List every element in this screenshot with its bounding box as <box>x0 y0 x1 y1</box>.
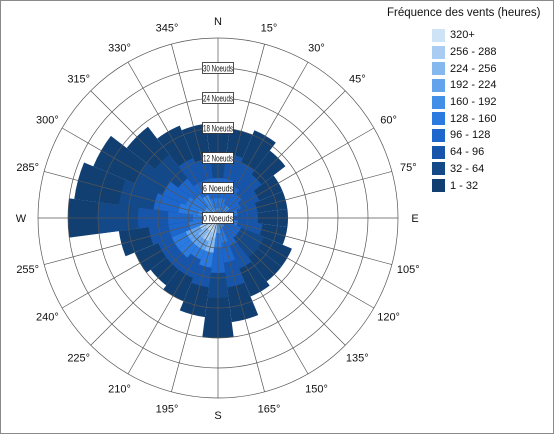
legend-label: 320+ <box>450 29 475 42</box>
direction-label: 195° <box>156 403 179 415</box>
legend-label: 1 - 32 <box>450 179 479 192</box>
legend-swatch <box>432 128 445 142</box>
direction-label: W <box>16 213 27 225</box>
legend-item: 192 - 224 <box>387 77 547 94</box>
grid-spoke <box>217 217 346 346</box>
legend-label: 224 - 256 <box>450 62 497 75</box>
direction-label: 300° <box>36 115 59 127</box>
radial-tick-box <box>202 62 234 74</box>
direction-label: 210° <box>108 384 131 396</box>
direction-label: 225° <box>67 352 90 364</box>
petals-layer <box>67 123 292 338</box>
direction-label: 105° <box>397 264 420 276</box>
direction-label: 240° <box>36 312 59 324</box>
direction-label: 75° <box>400 162 417 174</box>
legend-label: 96 - 128 <box>450 129 491 142</box>
direction-label: 120° <box>377 312 400 324</box>
direction-label: 60° <box>380 115 397 127</box>
legend: Fréquence des vents (heures) 320+ 256 - 2… <box>387 7 547 194</box>
labels-layer: N 15° 30° 45° 60° 75° E 105° 120° 135° 150° 165° S 19… <box>16 16 420 422</box>
radial-tick-label: 24 Noeuds <box>203 94 233 104</box>
radial-tick-label: 30 Noeuds <box>203 64 233 74</box>
direction-label: 150° <box>305 384 328 396</box>
legend-swatch <box>432 45 445 59</box>
legend-item: 224 - 256 <box>387 60 547 77</box>
legend-label: 160 - 192 <box>450 96 497 109</box>
direction-label: 285° <box>16 162 39 174</box>
legend-swatch <box>432 145 445 159</box>
legend-rows: 320+ 256 - 288 224 - 256 192 - 224 160 - 192… <box>387 27 547 194</box>
radial-tick-box <box>202 152 234 164</box>
legend-item: 64 - 96 <box>387 144 547 161</box>
grid-spoke <box>90 217 219 346</box>
direction-label: 315° <box>67 74 90 86</box>
legend-label: 192 - 224 <box>450 79 497 92</box>
legend-label: 256 - 288 <box>450 46 497 59</box>
direction-label: S <box>214 410 221 422</box>
radial-tick-box <box>202 182 234 194</box>
legend-item: 1 - 32 <box>387 177 547 194</box>
legend-label: 32 - 64 <box>450 162 485 175</box>
grid-spoke <box>90 90 219 219</box>
radial-tick-label: 6 Noeuds <box>203 184 233 194</box>
direction-label: 30° <box>308 42 325 54</box>
legend-item: 128 - 160 <box>387 110 547 127</box>
legend-swatch <box>432 162 445 176</box>
radial-tick-label: 12 Noeuds <box>203 154 233 164</box>
grid-spoke <box>61 127 219 219</box>
grid-spoke <box>217 217 309 375</box>
legend-title: Fréquence des vents (heures) <box>387 7 541 19</box>
grid-spoke <box>217 217 265 392</box>
direction-label: 330° <box>108 42 131 54</box>
direction-label: E <box>411 213 418 225</box>
legend-swatch <box>432 62 445 76</box>
grid-spoke <box>217 90 346 219</box>
legend-swatch <box>432 179 445 193</box>
direction-label: 165° <box>258 403 281 415</box>
legend-item: 256 - 288 <box>387 44 547 61</box>
radial-tick-box <box>202 122 234 134</box>
legend-label: 128 - 160 <box>450 112 497 125</box>
legend-item: 320+ <box>387 27 547 44</box>
radial-tick-box <box>202 92 234 104</box>
legend-swatch <box>432 28 445 42</box>
grid-spoke <box>217 171 392 219</box>
direction-label: 345° <box>156 23 179 35</box>
legend-item: 160 - 192 <box>387 94 547 111</box>
grid-spoke <box>127 217 219 375</box>
direction-label: N <box>214 16 222 28</box>
legend-label: 64 - 96 <box>450 146 485 159</box>
grid-spoke <box>61 217 219 309</box>
grid-spoke <box>217 127 375 219</box>
direction-label: 135° <box>346 352 369 364</box>
direction-label: 15° <box>261 23 278 35</box>
grid-spoke <box>171 217 219 392</box>
direction-label: 255° <box>16 264 39 276</box>
legend-item: 96 - 128 <box>387 127 547 144</box>
grid-spoke <box>217 217 392 265</box>
legend-swatch <box>432 112 445 126</box>
grid-spoke <box>44 217 219 265</box>
legend-swatch <box>432 95 445 109</box>
direction-label: 45° <box>349 74 366 86</box>
grid-spoke <box>217 217 375 309</box>
radial-tick-label: 18 Noeuds <box>203 124 233 134</box>
legend-swatch <box>432 78 445 92</box>
radial-tick-label: 0 Noeuds <box>203 214 233 224</box>
legend-item: 32 - 64 <box>387 161 547 178</box>
grid-spoke <box>44 171 219 219</box>
radial-tick-box <box>202 212 234 224</box>
